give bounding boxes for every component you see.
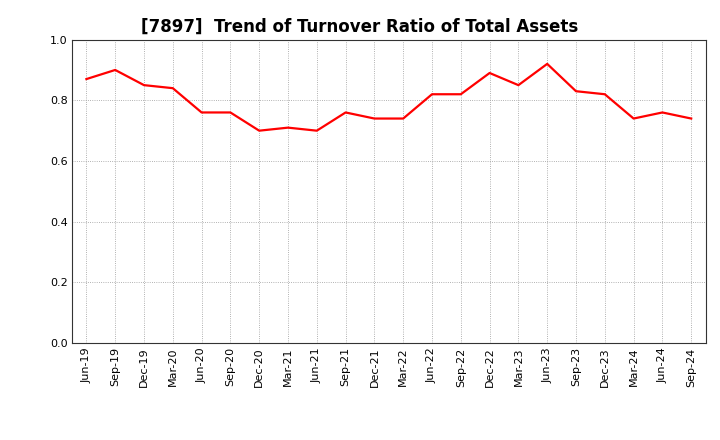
Text: [7897]  Trend of Turnover Ratio of Total Assets: [7897] Trend of Turnover Ratio of Total … bbox=[141, 18, 579, 36]
